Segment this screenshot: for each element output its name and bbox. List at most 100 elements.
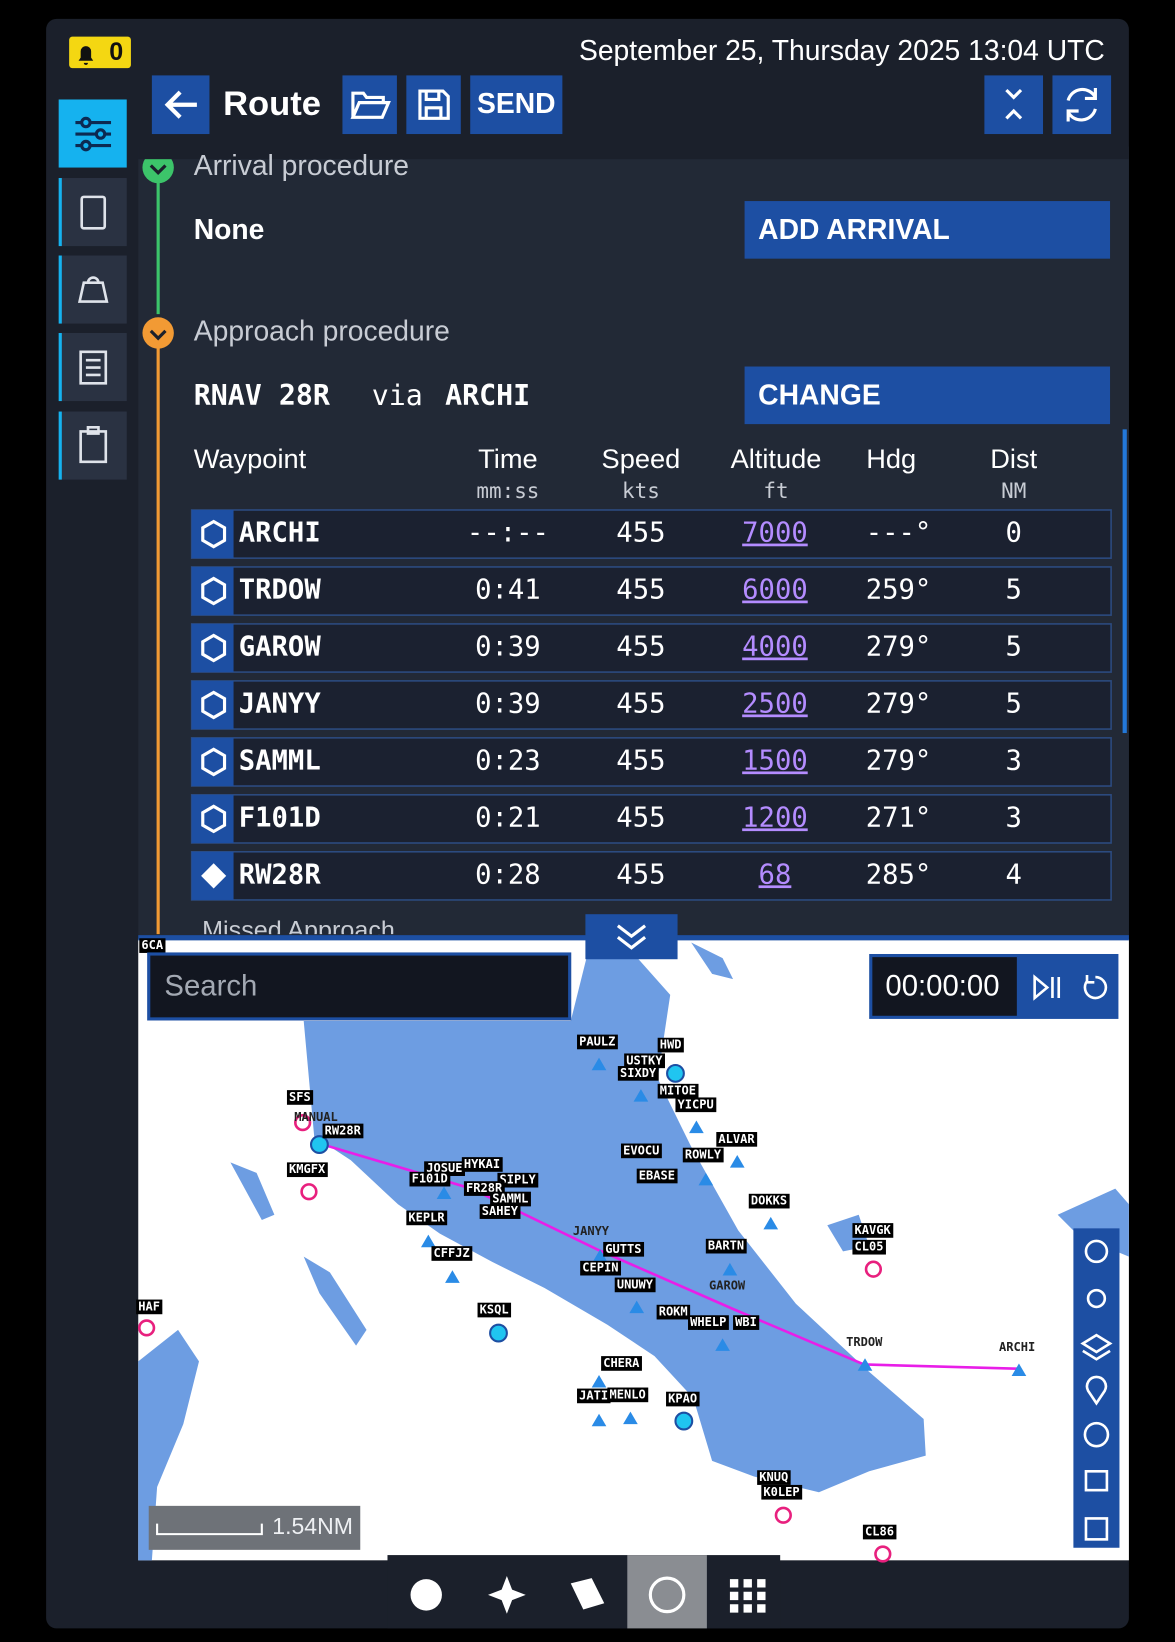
alert-count: 0: [109, 38, 123, 66]
map-label: TRDOW: [846, 1335, 883, 1349]
altitude[interactable]: 1200: [742, 802, 808, 833]
airport-marker: [300, 1183, 318, 1201]
airport-marker: [774, 1506, 792, 1524]
map-label: CL05: [855, 1240, 884, 1254]
label-box: [322, 1123, 364, 1139]
play-pause-button[interactable]: [1033, 974, 1061, 1001]
frame-tool[interactable]: [1084, 1469, 1109, 1492]
split-tool[interactable]: [1084, 1517, 1109, 1541]
info-tool[interactable]: [1083, 1421, 1110, 1448]
apps-tab[interactable]: [729, 1579, 766, 1613]
waypoint-name: ARCHI: [239, 518, 321, 549]
label-box: [577, 1388, 611, 1404]
waypoint-row[interactable]: [190, 851, 1112, 901]
waypoint-marker: [689, 1120, 704, 1134]
column-header: Altitude: [731, 443, 822, 474]
waypoint-name: JANYY: [239, 688, 322, 719]
altitude[interactable]: 7000: [742, 518, 808, 549]
arrival-heading: Arrival procedure: [194, 149, 409, 181]
waypoint-icon-box: [191, 509, 234, 559]
label-box: [705, 1238, 747, 1254]
pin-tool[interactable]: [1085, 1375, 1108, 1406]
route-icon-dot: [80, 139, 92, 152]
charts-tab[interactable]: [570, 1578, 605, 1610]
sidebar-tab[interactable]: [58, 411, 127, 480]
timer: 00:00:00: [885, 969, 999, 1002]
map-label: MENLO: [609, 1387, 645, 1401]
waypoint-icon-box: [191, 680, 234, 730]
save-button[interactable]: [406, 75, 461, 135]
map-label: CFFJZ: [434, 1246, 470, 1260]
time: 0:28: [475, 859, 541, 890]
label-box: [607, 1387, 649, 1403]
collapse-button[interactable]: [984, 75, 1044, 135]
altitude[interactable]: 1500: [742, 745, 808, 776]
layers-tool[interactable]: [1080, 1333, 1113, 1361]
waypoint-table: Waypoint Time mm:ss Speed kts Altitude ft Hdg Di…: [190, 443, 1112, 901]
label-box: [139, 938, 166, 953]
search-box[interactable]: [147, 952, 572, 1021]
waypoint-row[interactable]: [190, 794, 1112, 844]
map-label: WHELP: [690, 1315, 726, 1329]
map-label: UNUWY: [617, 1277, 654, 1291]
map-label: JOSUE: [426, 1161, 462, 1175]
bay: [303, 947, 926, 1493]
waypoint-row[interactable]: [190, 509, 1112, 559]
label-box: [580, 1260, 622, 1276]
column-unit: ft: [763, 479, 788, 503]
route-icon-dot: [80, 116, 92, 129]
waypoint-marker: [763, 1216, 779, 1230]
waypoint-row[interactable]: [190, 737, 1112, 787]
waypoint-marker: [629, 1300, 645, 1314]
altitude[interactable]: 68: [759, 859, 792, 890]
refresh-button[interactable]: [1052, 75, 1112, 135]
label-box: [852, 1223, 894, 1238]
compass-tab[interactable]: [648, 1576, 686, 1614]
send-button[interactable]: [470, 75, 563, 135]
sidebar-tab[interactable]: [58, 255, 127, 324]
reset-button[interactable]: [1083, 974, 1108, 1000]
label-box: [406, 1210, 448, 1226]
altitude[interactable]: 2500: [742, 688, 808, 719]
map-label: KAVGK: [855, 1223, 892, 1237]
change-button[interactable]: [744, 366, 1111, 425]
waypoint-row[interactable]: [190, 680, 1112, 730]
add-arrival-button[interactable]: [744, 201, 1111, 259]
label-box: [636, 1168, 678, 1184]
waypoint-name: GAROW: [239, 632, 322, 663]
speed: 455: [616, 859, 665, 890]
settings-tab[interactable]: [410, 1579, 442, 1611]
distance: 3: [1006, 802, 1022, 833]
scale-label: 1.54NM: [272, 1513, 353, 1539]
map-label: HAF: [138, 1299, 160, 1313]
waypoint-icon: [201, 804, 227, 834]
airport-marker: [137, 1319, 156, 1337]
column-header: Hdg: [866, 443, 916, 474]
approach-name: RNAV 28R: [194, 379, 331, 412]
weight-icon: [77, 276, 109, 303]
sidebar-tab[interactable]: [58, 178, 127, 247]
column-unit: kts: [622, 479, 660, 503]
locate-tool[interactable]: [1084, 1239, 1109, 1264]
navigation-tab[interactable]: [488, 1576, 526, 1614]
waypoint-name: TRDOW: [239, 575, 322, 606]
map-label: GAROW: [709, 1278, 746, 1292]
heading: 271°: [866, 802, 932, 833]
vor-marker: [489, 1323, 508, 1343]
label-box: [666, 1391, 700, 1407]
heading: 259°: [866, 575, 932, 606]
waypoint-row[interactable]: [190, 566, 1112, 616]
altitude[interactable]: 6000: [742, 575, 808, 606]
speed: 455: [616, 745, 665, 776]
back-icon: [164, 90, 197, 119]
label-box: [657, 1037, 684, 1053]
route-tool[interactable]: [1086, 1288, 1107, 1309]
chevron: [149, 164, 167, 176]
refresh-icon: [1066, 87, 1097, 122]
heading: 285°: [866, 859, 932, 890]
folder-icon: [350, 91, 391, 119]
label-box: [286, 1162, 328, 1178]
waypoint-marker: [857, 1358, 873, 1371]
map-label: SIXDY: [620, 1066, 657, 1080]
altitude[interactable]: 4000: [742, 632, 808, 663]
